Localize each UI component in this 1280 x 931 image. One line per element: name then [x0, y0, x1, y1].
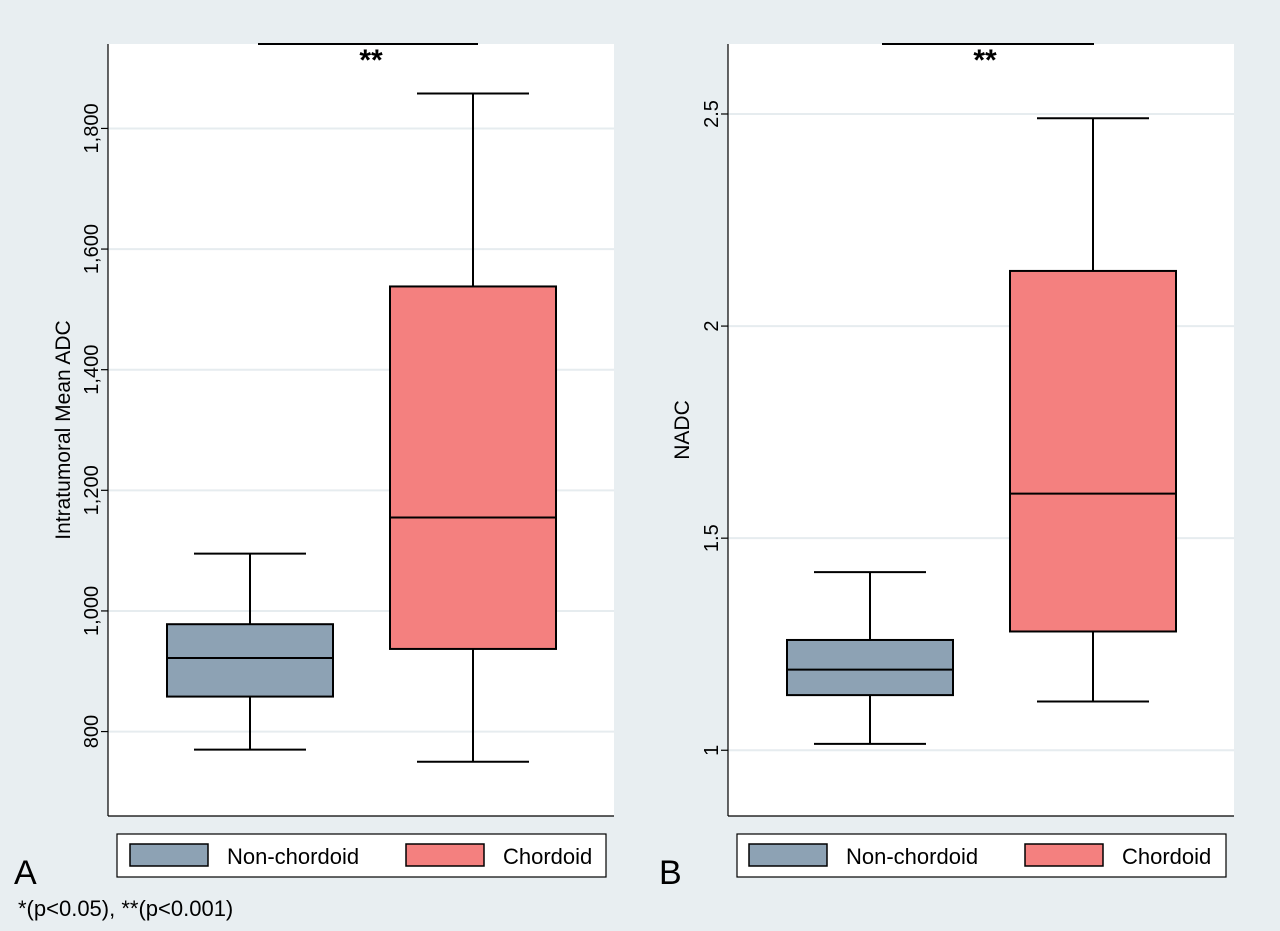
legend-label: Non-chordoid [227, 844, 359, 869]
box-non-chordoid [166, 552, 334, 751]
panel-label: A [14, 854, 37, 892]
y-axis-title: NADC [671, 400, 694, 460]
y-tick-label: 1,800 [81, 103, 103, 153]
iqr-box [786, 638, 954, 697]
iqr-box [389, 285, 557, 650]
iqr-box [1009, 269, 1177, 633]
chart-panel-a: 800 1,000 1,200 1,400 1,600 1,800 Intratumoral… [14, 43, 614, 892]
legend-label: Chordoid [503, 844, 592, 869]
y-tick-label: 800 [81, 715, 103, 748]
legend-swatch [405, 843, 485, 867]
legend: Non-chordoid Chordoid [116, 833, 607, 878]
iqr-box [166, 623, 334, 698]
y-tick-label: 1 [701, 745, 723, 756]
y-tick-label: 1,600 [81, 224, 103, 274]
y-tick-label: 1,000 [81, 586, 103, 636]
legend-label: Chordoid [1122, 844, 1211, 869]
footnote: *(p<0.05), **(p<0.001) [18, 896, 233, 921]
y-axis-title: Intratumoral Mean ADC [52, 320, 75, 539]
y-tick-label: 2 [701, 321, 723, 332]
y-tick-label: 1,200 [81, 465, 103, 515]
chart-panel-b: 1 1.5 2 2.5 NADC ** Non-chordoid Chordoid B [659, 43, 1234, 892]
legend-swatch [748, 843, 828, 867]
panel-label: B [659, 854, 682, 892]
significance-label: ** [359, 44, 383, 77]
legend-swatch [1024, 843, 1104, 867]
box-non-chordoid [786, 571, 954, 745]
y-tick-label: 1,400 [81, 345, 103, 395]
legend-label: Non-chordoid [846, 844, 978, 869]
y-tick-label: 2.5 [701, 100, 723, 128]
legend: Non-chordoid Chordoid [736, 833, 1227, 878]
significance-label: ** [973, 44, 997, 77]
legend-swatch [129, 843, 209, 867]
box-chordoid [1009, 117, 1177, 703]
box-chordoid [389, 92, 557, 763]
y-tick-label: 1.5 [701, 524, 723, 552]
